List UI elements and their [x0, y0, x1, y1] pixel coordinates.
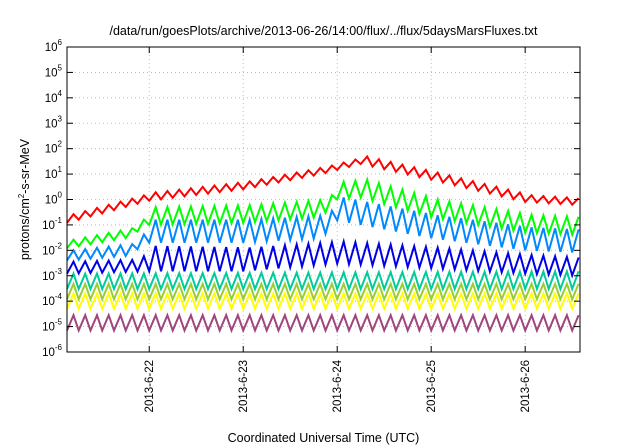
y-tick-exp: 4	[58, 89, 63, 98]
y-tick-exp: 0	[58, 191, 63, 200]
x-axis-label: Coordinated Universal Time (UTC)	[228, 431, 420, 445]
series-line-1	[66, 154, 580, 224]
y-tick-label: 105	[45, 63, 63, 79]
series-line-8	[66, 312, 580, 334]
y-tick-label: 100	[45, 191, 63, 207]
series-line-2	[66, 176, 580, 249]
x-tick-label: 2013-6-25	[426, 360, 438, 412]
y-tick-exp: 6	[58, 38, 63, 47]
y-tick-label: 101	[45, 165, 63, 181]
y-tick-base: 10	[45, 42, 58, 54]
x-tick-label: 2013-6-23	[238, 360, 250, 412]
y-tick-label: 10-4	[42, 292, 62, 308]
y-axis-label-text: protons/cm	[18, 198, 32, 260]
y-tick-exp: 5	[58, 63, 63, 72]
y-tick-base: 10	[42, 245, 55, 257]
series-line-6	[66, 281, 580, 303]
y-tick-base: 10	[45, 93, 58, 105]
y-tick-base: 10	[45, 144, 58, 156]
y-tick-base: 10	[45, 118, 58, 130]
y-tick-label: 10-5	[42, 318, 62, 334]
y-axis-label-sup: 2	[17, 193, 26, 198]
x-tick-label: 2013-6-24	[332, 359, 344, 412]
chart-title: /data/run/goesPlots/archive/2013-06-26/1…	[109, 24, 538, 38]
series-line-5	[66, 268, 580, 293]
x-tick-label: 2013-6-22	[144, 360, 156, 412]
series-line-7	[66, 290, 580, 312]
x-tick-label: 2013-6-26	[520, 360, 532, 412]
y-tick-base: 10	[42, 347, 55, 359]
y-tick-exp: 3	[58, 114, 63, 123]
y-tick-label: 106	[45, 38, 63, 54]
y-tick-base: 10	[42, 322, 55, 334]
axis-ticks: 10-610-510-410-310-210-11001011021031041…	[42, 38, 580, 412]
y-tick-label: 102	[45, 140, 63, 156]
y-tick-base: 10	[42, 220, 55, 232]
y-tick-exp: -6	[55, 343, 63, 352]
y-tick-exp: -5	[55, 318, 63, 327]
y-tick-label: 10-2	[42, 241, 62, 257]
y-tick-label: 104	[45, 89, 63, 105]
y-tick-exp: 2	[58, 140, 63, 149]
series-group	[66, 154, 580, 334]
y-tick-exp: 1	[58, 165, 63, 174]
y-tick-base: 10	[45, 169, 58, 181]
y-tick-base: 10	[45, 195, 58, 207]
y-tick-base: 10	[42, 296, 55, 308]
y-axis-label: protons/cm2-s-sr-MeV	[17, 138, 32, 260]
y-tick-label: 10-3	[42, 267, 62, 283]
series-line-3	[66, 197, 580, 262]
y-axis-label-text-end: -s-sr-MeV	[18, 138, 32, 194]
series-line-4	[66, 237, 580, 279]
y-tick-exp: -4	[55, 292, 63, 301]
y-tick-label: 103	[45, 114, 63, 130]
y-tick-label: 10-6	[42, 343, 62, 359]
y-tick-label: 10-1	[42, 216, 62, 232]
y-tick-exp: -2	[55, 241, 63, 250]
y-tick-base: 10	[45, 67, 58, 79]
y-tick-exp: -3	[55, 267, 63, 276]
y-tick-exp: -1	[55, 216, 63, 225]
y-tick-base: 10	[42, 271, 55, 283]
